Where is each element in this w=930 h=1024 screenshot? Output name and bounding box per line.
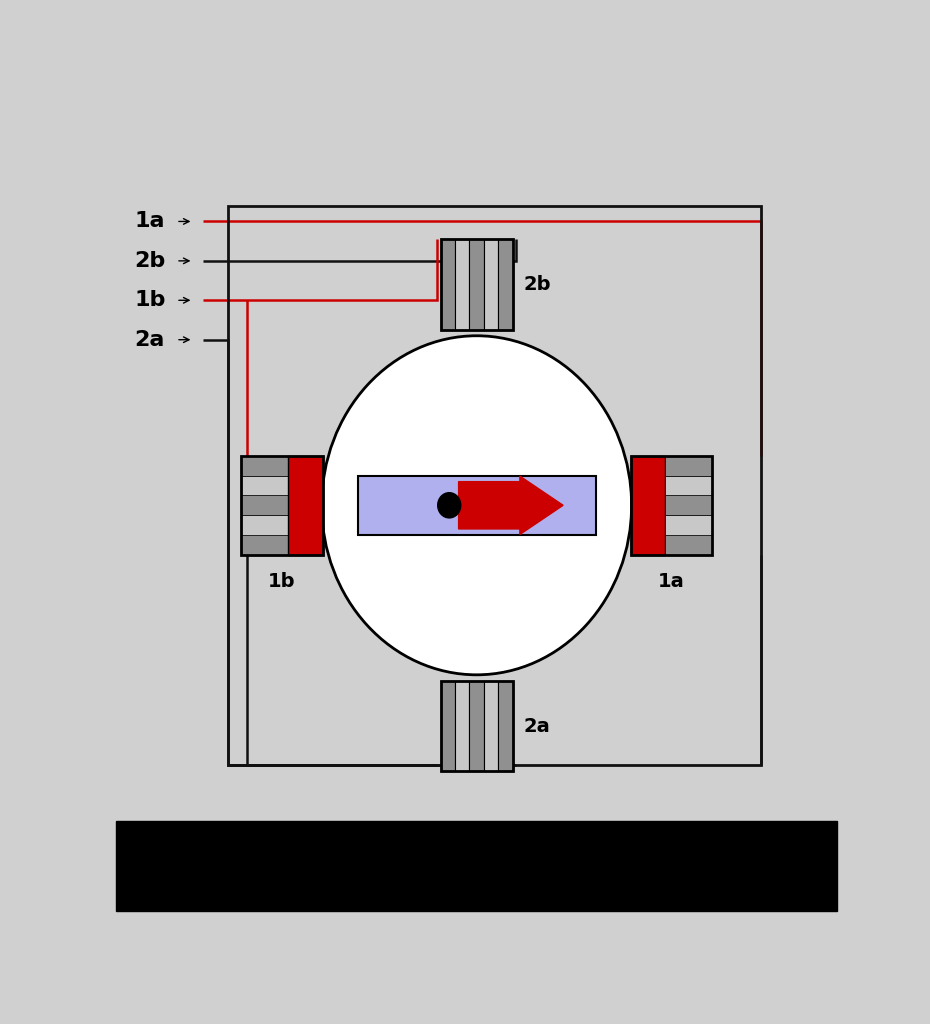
Circle shape [438,493,460,518]
Bar [116,820,837,911]
Bar [631,456,712,555]
FancyArrow shape [458,476,564,535]
Bar [441,240,455,330]
Text: 2a: 2a [134,330,165,350]
Bar [484,240,498,330]
Bar [665,515,712,535]
Bar [441,240,512,330]
Text: 1b: 1b [268,572,296,591]
Bar [241,456,323,555]
Bar [241,535,288,555]
Bar [498,681,512,771]
Text: 2a: 2a [524,717,551,735]
Bar [665,535,712,555]
Bar [631,456,665,555]
Bar [241,476,288,496]
Bar [498,240,512,330]
Bar [665,456,712,476]
Bar [241,456,288,476]
Bar [455,240,470,330]
Bar [288,456,323,555]
Text: 2b: 2b [524,275,551,294]
Bar [484,681,498,771]
Bar [241,515,288,535]
Bar [455,681,470,771]
Text: 1a: 1a [658,572,684,591]
Bar [470,240,484,330]
Bar [441,681,512,771]
Bar [241,496,288,515]
Text: 2b: 2b [134,251,166,271]
Bar [228,206,762,766]
Bar [358,476,595,535]
Bar [665,476,712,496]
Bar [665,496,712,515]
Circle shape [322,336,631,675]
Text: 1b: 1b [134,290,166,310]
Bar [470,681,484,771]
Text: 1a: 1a [134,211,165,231]
Bar [441,681,455,771]
